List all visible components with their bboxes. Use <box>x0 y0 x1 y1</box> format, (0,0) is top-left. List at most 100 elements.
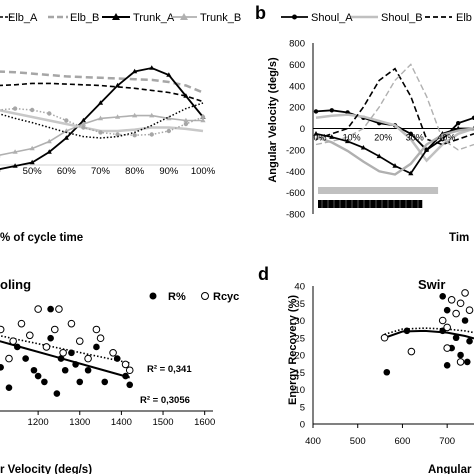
panel-c-point-r-percent <box>84 366 92 374</box>
panel-a-series-grey-dotted-point <box>115 132 120 137</box>
panel-d-y-tick: 30 <box>294 316 305 327</box>
panel-b-y-tick: 200 <box>289 103 305 114</box>
panel-b-series-shoul-b <box>315 113 474 163</box>
panel-a-plot: 50% 60% 70% 80% 90% 100% <box>0 65 216 177</box>
panel-a-series-trunk-a-point <box>12 163 18 168</box>
panel-c-point-rcyc <box>96 334 105 343</box>
panel-a-series-grey-dotted-point <box>29 107 35 113</box>
panel-c-point-r-percent <box>34 372 42 380</box>
panel-d-point-rcyc <box>452 309 460 318</box>
panel-c-point-r-percent <box>5 384 13 392</box>
panel-d-point-r-percent <box>466 337 473 345</box>
panel-d-point-r-percent <box>463 358 471 366</box>
panel-b-y-tick: 800 <box>289 39 305 50</box>
panel-b-y-tick: -400 <box>286 167 305 178</box>
panel-d-y-tick: 10 <box>294 385 305 396</box>
panel-a-series-trunk-b-point <box>166 115 172 121</box>
panel-c-x-tick: 1500 <box>152 417 173 428</box>
panel-a-series-trunk-b-point <box>0 156 1 158</box>
panel-c-point-r-percent <box>122 372 129 380</box>
panel-b-y-tick: -800 <box>286 210 305 221</box>
panel-c-legend: R% Rcyc <box>149 291 239 303</box>
panel-a-series-trunk-a-point <box>166 72 172 77</box>
panel-a-series-trunk-a-point <box>183 93 189 98</box>
panel-c-point-r-percent <box>101 378 109 386</box>
panel-c-point-rcyc <box>26 331 34 340</box>
panel-a-series-trunk-a-point <box>0 170 1 172</box>
panel-c-point-rcyc <box>125 366 134 375</box>
panel-c-point-rcyc <box>109 348 117 357</box>
legend-rcyc: Rcyc <box>213 291 239 303</box>
panel-b-series-trunk-a-point <box>424 147 430 152</box>
panel-c-plot: 1200 1300 1400 1500 1600 <box>0 305 215 428</box>
panel-c-point-rcyc <box>55 305 63 313</box>
panel-c-x-tick: 1400 <box>111 417 132 428</box>
panel-b-y-tick: 0 <box>300 124 305 135</box>
panel-a-x-tick: 70% <box>91 166 111 177</box>
panel-d-xlabel: Angular <box>428 464 472 474</box>
panel-d-point-r-percent <box>443 362 451 369</box>
panel-a-series-trunk-b-point <box>132 112 138 118</box>
panel-c-point-r-percent <box>22 355 29 362</box>
panel-d-point-r-percent <box>443 306 451 314</box>
panel-d-point-rcyc <box>456 299 465 308</box>
panel-c-point-r-percent <box>61 366 69 374</box>
panel-c-point-rcyc <box>9 337 17 345</box>
panel-a-series-grey-dotted-point <box>12 106 18 111</box>
panel-c-point-rcyc <box>92 325 101 334</box>
panel-a-x-tick: 60% <box>57 166 77 177</box>
panel-c-point-rcyc <box>34 305 42 313</box>
panel-a-series-grey-solid <box>0 109 204 133</box>
panel-c-point-r-percent <box>30 366 38 374</box>
panel-a-series-grey-dotted-point <box>132 133 137 138</box>
panel-c-title: oling <box>0 277 31 292</box>
panel-b-series-trunk-b <box>315 127 474 176</box>
panel-b-xlabel: Tim <box>449 232 469 244</box>
panel-d-point-rcyc <box>438 316 447 325</box>
panel-c-point-r-percent <box>47 305 54 313</box>
panel-d-trend-rcyc <box>384 327 474 336</box>
panel-b-series-trunk-a-point <box>392 163 398 168</box>
panel-d-point-rcyc <box>456 358 465 366</box>
panel-b-x-tick: 20% <box>374 133 392 143</box>
panel-a-series-trunk-b-point <box>183 117 189 123</box>
panel-a-series-trunk-a-point <box>97 100 104 105</box>
legend-trunk-b: Trunk_B <box>200 12 241 24</box>
panel-b-series-trunk-a-point <box>345 138 351 144</box>
panel-d-point-r-percent <box>383 368 391 376</box>
panel-d-point-rcyc <box>443 344 451 352</box>
panel-d-point-r-percent <box>457 351 464 359</box>
panel-b-series-trunk-a-point <box>376 153 382 159</box>
panel-d-point-r-percent <box>439 293 446 300</box>
panel-d-trend-r-percent <box>384 329 474 340</box>
panel-a-xlabel: % of cycle time <box>0 232 83 244</box>
panel-d-y-tick: 35 <box>294 299 305 310</box>
panel-a-series-grey-dotted-point <box>183 121 189 127</box>
panel-c-point-rcyc <box>42 343 51 351</box>
panel-c-point-r-percent <box>68 349 75 357</box>
panel-d-point-r-percent <box>452 334 460 342</box>
panel-d-y-tick: 40 <box>294 282 305 293</box>
panel-c-point-r-percent <box>14 343 21 351</box>
panel-d-label: d <box>258 264 269 284</box>
panel-c-x-tick: 1600 <box>194 417 215 428</box>
panel-c-point-r-percent <box>93 343 100 351</box>
panel-c-point-r-percent <box>72 361 79 368</box>
panel-b-phase-bar-grey <box>318 187 439 194</box>
panel-a-series-trunk-a-point <box>46 149 52 154</box>
panel-a-series-trunk-a-point <box>114 82 121 88</box>
panel-b-y-tick: -200 <box>286 145 305 156</box>
panel-b-series-elb-b <box>315 63 474 151</box>
panel-a-series-trunk-b-point <box>97 115 104 121</box>
panel-a-series-trunk-b-point <box>149 112 155 118</box>
panel-a-x-tick: 100% <box>191 166 216 177</box>
panel-b-x-tick: 30% <box>406 133 424 143</box>
panel-c-point-r-percent <box>47 334 54 342</box>
panel-d-x-tick: 700 <box>439 436 455 447</box>
panel-d-point-rcyc <box>443 323 451 332</box>
panel-b-series-trunk-a-point <box>408 170 414 176</box>
panel-d-point-r-percent <box>403 327 411 335</box>
panel-b-plot: 800 600 400 200 0 -200 -400 -600 -800 0% 10% 20% 30%… <box>286 39 474 221</box>
panel-a-series-elb-a <box>0 82 204 103</box>
